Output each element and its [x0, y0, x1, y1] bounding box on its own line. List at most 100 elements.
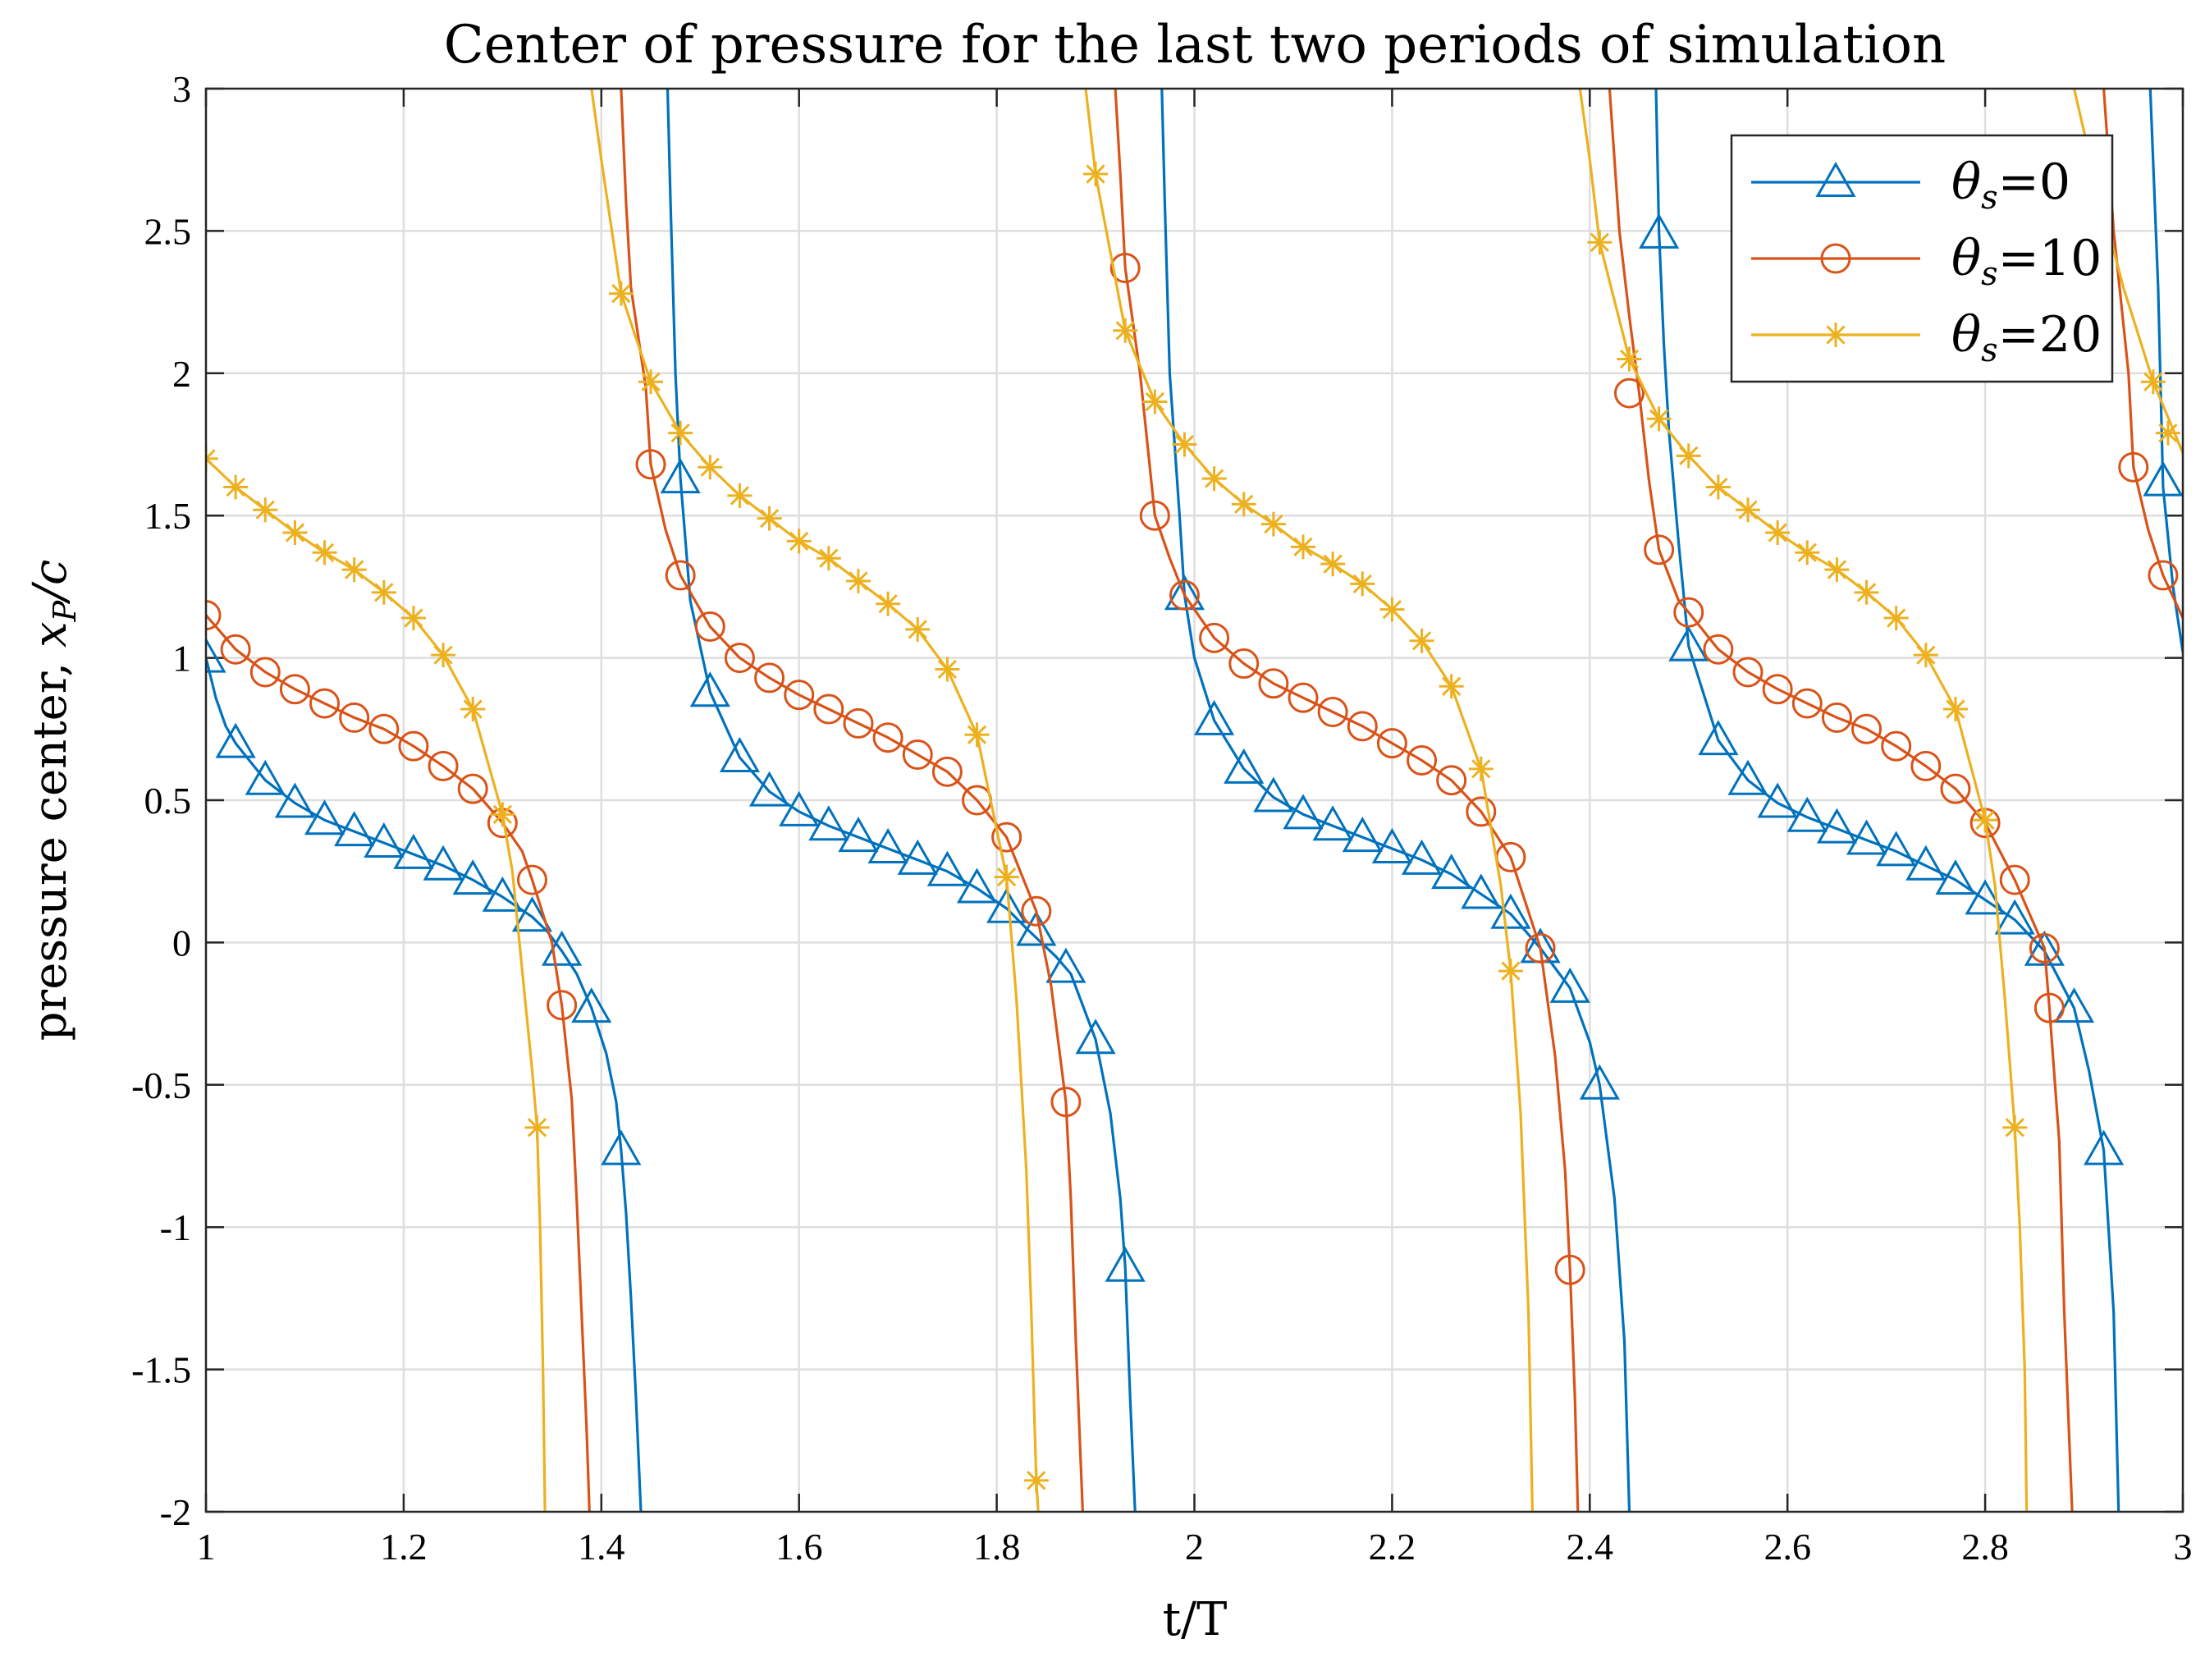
- series-marker: [274, 782, 315, 818]
- series-marker: [1169, 579, 1200, 611]
- y-tick-label: 0.5: [144, 780, 192, 822]
- plot-frame: [204, 87, 2184, 1513]
- x-tick-label: 1.4: [578, 1526, 625, 1568]
- x-tick-label: 1.6: [775, 1526, 823, 1568]
- y-tick-label: -2: [160, 1491, 191, 1533]
- series-marker: [1999, 864, 2030, 895]
- x-tick-label: 1.2: [380, 1526, 428, 1568]
- series-marker: [986, 887, 1027, 923]
- series-marker: [1613, 378, 1645, 409]
- series-line: [1084, 89, 1534, 1512]
- series-marker: [400, 606, 426, 631]
- legend-theta: θ: [1951, 230, 1981, 287]
- y-tick-label: 1.5: [144, 495, 192, 537]
- series-marker: [1172, 432, 1197, 457]
- series-marker: [304, 799, 345, 835]
- series-marker: [1883, 606, 1909, 631]
- series-marker: [1228, 648, 1260, 680]
- series-marker: [2143, 460, 2183, 497]
- legend-marker: [1820, 243, 1851, 274]
- series-marker: [312, 540, 337, 565]
- series-marker: [905, 616, 931, 642]
- series-marker: [816, 546, 841, 571]
- series-marker: [398, 730, 429, 762]
- series-marker: [1016, 910, 1057, 946]
- series-marker: [786, 529, 812, 554]
- series-marker: [1791, 688, 1823, 719]
- series-line: [1654, 89, 2120, 1512]
- series-marker: [638, 369, 664, 395]
- series-marker: [668, 420, 693, 446]
- series-marker: [1854, 579, 1879, 605]
- series-marker: [1676, 443, 1701, 469]
- series-marker: [279, 674, 310, 705]
- series-marker: [334, 811, 375, 847]
- series-marker: [1762, 674, 1793, 705]
- series-marker: [215, 722, 256, 758]
- y-tick-label: -0.5: [131, 1064, 191, 1106]
- legend-sub: s: [1981, 179, 1998, 217]
- series-marker: [1342, 817, 1383, 853]
- series-marker: [2033, 992, 2065, 1023]
- series-marker: [931, 756, 963, 787]
- series-marker: [694, 611, 725, 642]
- series-marker: [2053, 987, 2095, 1023]
- x-tick-label: 2.4: [1567, 1526, 1614, 1568]
- legend-value: =10: [1998, 230, 2102, 287]
- legend-value: =0: [1998, 153, 2070, 211]
- series-marker: [843, 707, 874, 739]
- series-marker: [1736, 497, 1761, 523]
- series-marker: [1705, 474, 1731, 500]
- series-marker: [253, 497, 278, 523]
- y-tick-label: 0: [172, 922, 191, 964]
- series-marker: [1732, 657, 1764, 688]
- series-line: [1578, 89, 2029, 1512]
- series-marker: [2140, 369, 2166, 395]
- y-axis-label: pressure center, xP/c: [24, 560, 83, 1041]
- series-marker: [994, 864, 1019, 890]
- series-marker: [452, 859, 493, 895]
- series-line: [1608, 89, 2074, 1512]
- series-marker: [1698, 720, 1739, 756]
- series-marker: [1913, 643, 1938, 668]
- series-marker: [1940, 773, 1971, 804]
- series-marker: [1409, 628, 1434, 653]
- series-marker: [1498, 959, 1523, 984]
- y-axis-label-sub: P: [47, 599, 83, 622]
- series-marker: [1881, 730, 1912, 762]
- series-line: [206, 614, 591, 1512]
- series-marker: [779, 790, 820, 826]
- series-marker: [431, 643, 456, 668]
- series-marker: [1579, 1064, 1620, 1100]
- series-marker: [1525, 932, 1556, 964]
- series-marker: [1461, 873, 1502, 909]
- series-marker: [2118, 451, 2149, 483]
- x-tick-label: 1: [197, 1526, 216, 1568]
- series-marker: [2024, 930, 2065, 966]
- series-marker: [1075, 1019, 1116, 1055]
- series-marker: [1283, 794, 1324, 830]
- series-marker: [935, 657, 960, 682]
- series-marker: [1105, 1246, 1146, 1282]
- series-marker: [665, 560, 696, 591]
- series-marker: [727, 483, 753, 508]
- series-marker: [1851, 713, 1882, 744]
- y-tick-label: -1: [160, 1206, 191, 1248]
- series-marker: [1816, 808, 1858, 844]
- series-line: [206, 657, 643, 1512]
- series-marker: [1139, 500, 1170, 531]
- series-marker: [206, 446, 218, 471]
- series-marker: [689, 671, 730, 707]
- series-marker: [2084, 1129, 2125, 1165]
- series-marker: [309, 688, 341, 719]
- series-marker: [516, 864, 547, 895]
- series-0: [206, 89, 2183, 1512]
- series-marker: [1668, 625, 1709, 661]
- series-marker: [1045, 947, 1086, 983]
- series-marker: [1765, 520, 1791, 546]
- series-marker: [1846, 819, 1887, 855]
- series-marker: [393, 833, 434, 869]
- series-marker: [1431, 854, 1472, 890]
- y-tick-label: 2.5: [144, 210, 192, 252]
